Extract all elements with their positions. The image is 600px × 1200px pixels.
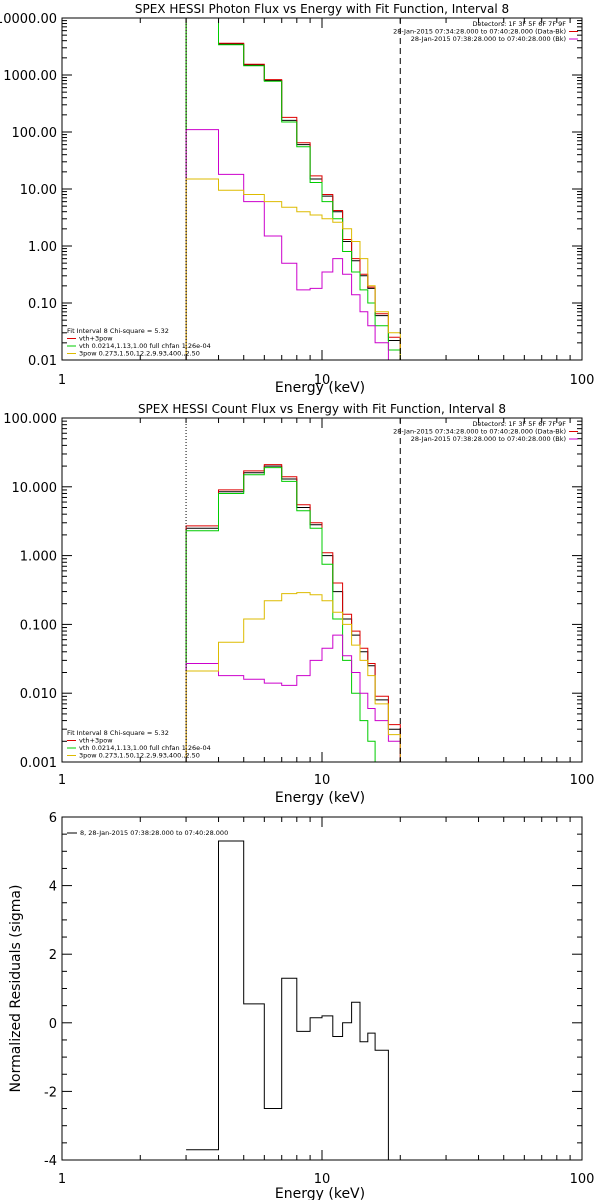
series-5-line (185, 592, 412, 762)
plot-area (185, 464, 412, 762)
legend-bottom-text: vth+3pow (79, 737, 113, 745)
legend-top-text: 28-Jan-2015 07:34:28.000 to 07:40:28.000… (393, 28, 566, 36)
y-tick-label: 0.001 (20, 756, 57, 771)
legend-bottom-text: vth+3pow (79, 335, 113, 343)
legend-bottom-text: Fit Interval 8 Chi-square = 5.32 (67, 327, 169, 335)
plot-frame (61, 816, 583, 1161)
y-tick-label: 0.10 (28, 297, 57, 312)
legend-bottom-text: 3pow 0.273,1.50,12.2,9.93,400.,2.50 (79, 350, 200, 358)
x-tick-label: 10 (314, 373, 331, 388)
y-tick-label: 1.000 (20, 550, 57, 565)
y-axis-label: Normalized Residuals (sigma) (8, 885, 24, 1093)
x-tick-label: 10 (314, 1172, 331, 1187)
series-1-line (186, 840, 389, 1160)
series-2-line (185, 18, 401, 360)
chart-panel-3: 1 10 100 6 4 2 0 -2 -4 Energy (keV) Normalized Res… (8, 811, 594, 1200)
legend-top-text: Detectors: 1F 3F 5F 6F 7F 9F (472, 20, 566, 28)
chart-title: SPEX HESSI Photon Flux vs Energy with Fi… (135, 2, 509, 16)
plot-frame (61, 417, 583, 763)
x-tick-label: 10 (314, 773, 331, 788)
chart-panel-1: SPEX HESSI Photon Flux vs Energy with Fi… (0, 2, 594, 396)
chart-title: SPEX HESSI Count Flux vs Energy with Fit… (138, 402, 506, 416)
series-3-line (185, 18, 401, 360)
x-axis-label: Energy (keV) (275, 380, 365, 396)
chart-panel-2: SPEX HESSI Count Flux vs Energy with Fit… (3, 402, 594, 806)
legend-top-text: 28-Jan-2015 07:38:28.000 to 07:40:28.000… (411, 435, 566, 443)
series-3-line (185, 467, 376, 762)
legend-bottom-text: Fit Interval 8 Chi-square = 5.32 (67, 729, 169, 737)
y-tick-label: 100.00 (12, 126, 58, 141)
series-1-line (185, 465, 412, 762)
x-axis-label: Energy (keV) (275, 1186, 365, 1200)
series-2-line (185, 464, 412, 762)
y-tick-label: 0.010 (20, 687, 57, 702)
legend-bottom-text: vth 0.0214,1.13,1.00 full chfan 1.26e-04 (79, 744, 211, 752)
plot-area (186, 840, 389, 1160)
x-tick-label: 100 (570, 773, 595, 788)
y-tick-label: 1.00 (28, 240, 57, 255)
y-tick-label: 0.100 (20, 618, 57, 633)
legend-top-text: 28-Jan-2015 07:38:28.000 to 07:40:28.000… (411, 35, 566, 43)
y-tick-label: -2 (44, 1085, 57, 1100)
legend-bottom-text: 3pow 0.273,1.50,12.2,9.93,400.,2.50 (79, 752, 200, 760)
series-4-line (185, 129, 401, 360)
y-tick-label: 4 (49, 880, 57, 895)
y-tick-label: 10.000 (12, 481, 58, 496)
legend-top-text: Detectors: 1F 3F 5F 6F 7F 9F (472, 420, 566, 428)
y-tick-label: 10000.00 (0, 12, 57, 27)
y-tick-label: 6 (49, 811, 57, 826)
y-tick-label: -4 (44, 1154, 57, 1169)
x-tick-label: 100 (570, 373, 595, 388)
series-4-line (185, 634, 412, 762)
series-5-line (185, 178, 401, 360)
y-tick-label: 2 (49, 948, 57, 963)
y-tick-label: 10.00 (20, 183, 57, 198)
x-tick-label: 1 (58, 773, 66, 788)
y-tick-label: 1000.00 (3, 69, 57, 84)
legend-top-text: 28-Jan-2015 07:34:28.000 to 07:40:28.000… (393, 428, 566, 436)
y-tick-label: 0.01 (28, 354, 57, 369)
y-tick-label: 0 (49, 1017, 57, 1032)
x-tick-label: 1 (58, 1172, 66, 1187)
x-tick-label: 100 (570, 1172, 595, 1187)
legend-bottom-text: vth 0.0214,1.13,1.00 full chfan 1.26e-04 (79, 342, 211, 350)
legend-top-text: 8, 28-Jan-2015 07:38:28.000 to 07:40:28.… (80, 829, 228, 837)
series-1-line (185, 18, 401, 360)
plot-area (185, 18, 401, 360)
x-tick-label: 1 (58, 373, 66, 388)
y-tick-label: 100.000 (3, 412, 57, 427)
x-axis-label: Energy (keV) (275, 790, 365, 806)
